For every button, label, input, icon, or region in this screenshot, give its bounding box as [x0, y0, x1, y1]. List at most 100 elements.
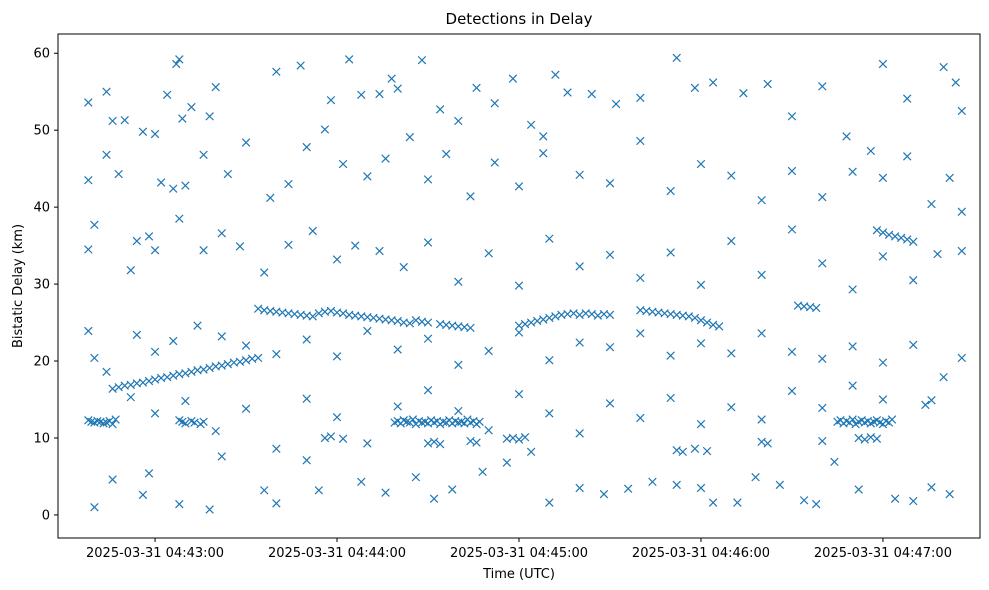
data-point	[848, 285, 857, 294]
data-point	[332, 352, 342, 361]
data-point	[411, 316, 421, 325]
data-point	[775, 480, 785, 490]
data-point	[417, 55, 427, 65]
data-point	[787, 386, 797, 396]
data-point	[508, 433, 518, 443]
y-tick-label: 10	[33, 431, 50, 446]
data-point	[587, 89, 597, 99]
data-point	[526, 120, 536, 130]
x-axis-ticks: 2025-03-31 04:43:00 2025-03-31 04:44:00 20…	[86, 538, 952, 561]
data-point	[757, 270, 766, 280]
data-point	[320, 125, 330, 134]
data-point	[205, 112, 214, 121]
data-point	[818, 259, 827, 268]
data-point	[402, 417, 412, 427]
data-point	[387, 74, 396, 83]
data-point	[569, 309, 578, 318]
data-point	[448, 485, 457, 494]
data-point	[957, 246, 967, 256]
x-tick-label: 2025-03-31 04:43:00	[86, 546, 224, 561]
data-point	[878, 59, 888, 69]
data-point	[99, 419, 108, 428]
data-point	[884, 230, 894, 240]
data-point	[472, 83, 481, 93]
data-point	[393, 84, 402, 93]
data-point	[393, 316, 402, 326]
data-point	[866, 146, 876, 156]
data-point	[108, 116, 117, 126]
data-point	[927, 199, 936, 209]
data-point	[199, 417, 208, 427]
data-point	[466, 436, 475, 446]
data-point	[423, 386, 433, 395]
data-point	[854, 433, 863, 443]
data-point	[423, 175, 433, 184]
data-point	[302, 142, 311, 152]
data-point	[181, 181, 190, 190]
data-point	[84, 245, 93, 254]
data-point	[138, 378, 148, 387]
data-point	[636, 329, 645, 338]
data-point	[909, 496, 918, 506]
data-point	[672, 446, 681, 455]
data-point	[405, 132, 415, 142]
data-point	[454, 406, 463, 416]
data-point	[466, 323, 475, 333]
data-point	[696, 316, 706, 325]
data-point	[363, 439, 372, 448]
data-point	[690, 313, 700, 323]
data-point	[408, 415, 418, 424]
data-point	[169, 371, 178, 380]
data-point	[284, 179, 293, 189]
data-point	[854, 485, 863, 494]
data-point	[187, 102, 196, 112]
data-point	[727, 171, 736, 180]
data-point	[708, 78, 718, 87]
data-point	[150, 375, 160, 384]
data-point	[702, 446, 712, 456]
data-point	[526, 318, 536, 327]
data-point	[757, 437, 766, 447]
data-point	[272, 349, 281, 359]
data-point	[939, 372, 948, 382]
data-point	[217, 332, 227, 341]
data-point	[199, 150, 208, 160]
data-point	[484, 346, 493, 356]
data-point	[253, 353, 263, 363]
data-point	[454, 277, 463, 286]
data-point	[144, 232, 154, 241]
data-point	[326, 306, 336, 316]
data-point	[708, 320, 718, 330]
data-point	[799, 496, 809, 505]
data-point	[757, 329, 766, 338]
data-point	[302, 335, 311, 344]
data-point	[108, 419, 117, 429]
data-point	[733, 498, 742, 507]
data-point	[957, 207, 967, 216]
data-point	[484, 426, 493, 435]
data-point	[690, 83, 700, 93]
data-point	[909, 340, 918, 350]
data-point	[514, 281, 524, 290]
data-point	[272, 67, 281, 76]
data-point	[514, 182, 524, 191]
data-point	[951, 78, 960, 87]
data-point	[848, 167, 857, 176]
x-tick-label: 2025-03-31 04:47:00	[814, 546, 952, 561]
data-point	[126, 266, 136, 275]
data-point	[223, 169, 233, 179]
data-point	[260, 486, 269, 495]
y-tick-label: 20	[33, 355, 50, 370]
data-point	[272, 444, 281, 453]
data-point	[320, 433, 330, 443]
data-point	[818, 82, 827, 91]
data-point	[235, 242, 245, 251]
data-point	[475, 417, 484, 427]
data-point	[478, 467, 487, 477]
data-point	[751, 472, 760, 482]
data-point	[181, 396, 190, 406]
data-point	[696, 483, 706, 493]
data-point	[350, 241, 360, 250]
data-point	[860, 435, 869, 444]
